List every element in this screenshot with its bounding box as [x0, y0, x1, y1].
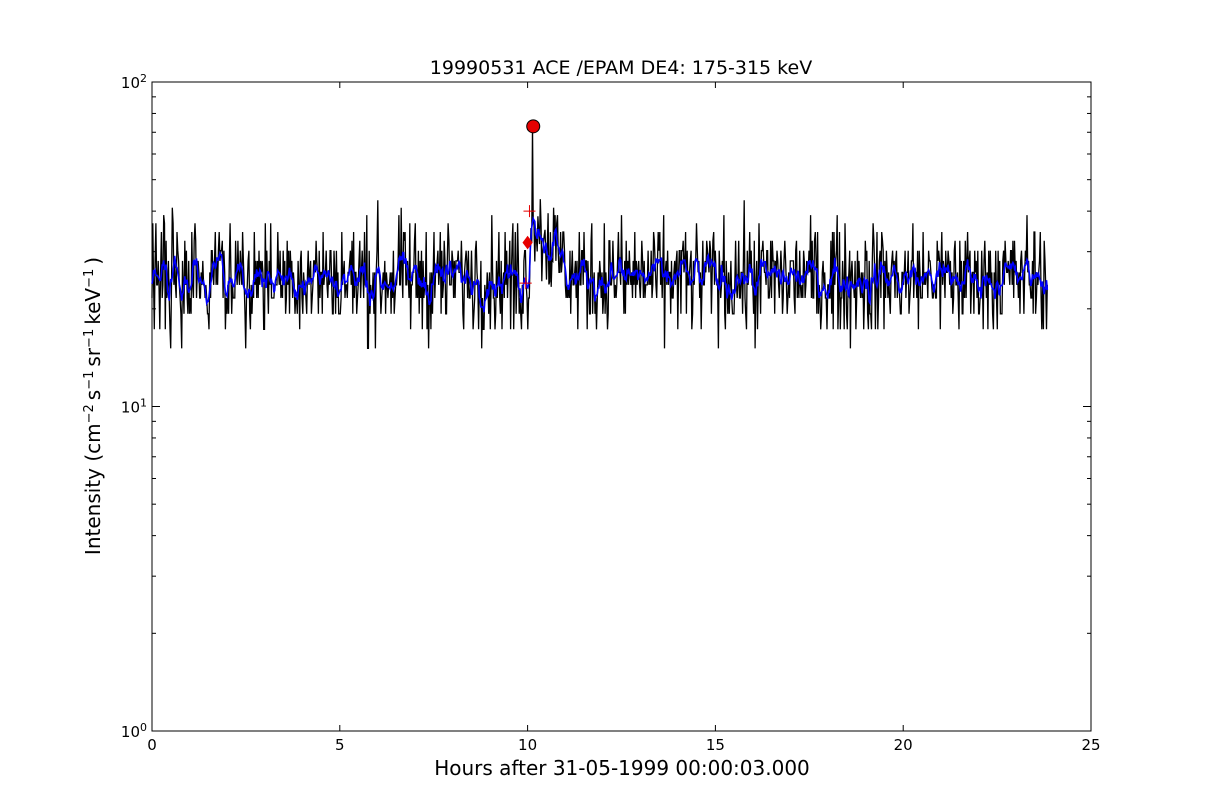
series-smoothed-intensity [151, 215, 1049, 313]
raw-intensity-line [151, 126, 1048, 350]
x-tick-label: 15 [706, 736, 725, 754]
reference-marker [519, 277, 532, 290]
x-tick-label: 0 [147, 736, 157, 754]
axis-ticks [151, 81, 1092, 732]
y-tick-label: 102 [121, 72, 147, 93]
y-axis-label: Intensity (cm−2s−1sr−1keV−1) [81, 257, 105, 555]
series-raw-intensity [151, 126, 1048, 350]
x-tick-label: 5 [335, 736, 345, 754]
plot-area [151, 81, 1092, 732]
event-markers [519, 119, 541, 290]
x-tick-label: 25 [1081, 736, 1100, 754]
reference-marker [523, 205, 536, 218]
y-tick-label: 101 [121, 396, 147, 417]
peak-marker [526, 119, 541, 134]
y-tick-label: 100 [121, 721, 147, 742]
chart-title: 19990531 ACE /EPAM DE4: 175-315 keV [430, 57, 812, 79]
x-tick-label: 20 [894, 736, 913, 754]
smoothed-intensity-line [151, 215, 1049, 313]
x-tick-label: 10 [518, 736, 537, 754]
onset-marker [522, 235, 533, 250]
x-tick-labels: 0 5 10 15 20 25 [147, 736, 1100, 754]
x-axis-label: Hours after 31-05-1999 00:00:03.000 [434, 756, 810, 780]
y-tick-labels: 100 101 102 [121, 72, 147, 742]
